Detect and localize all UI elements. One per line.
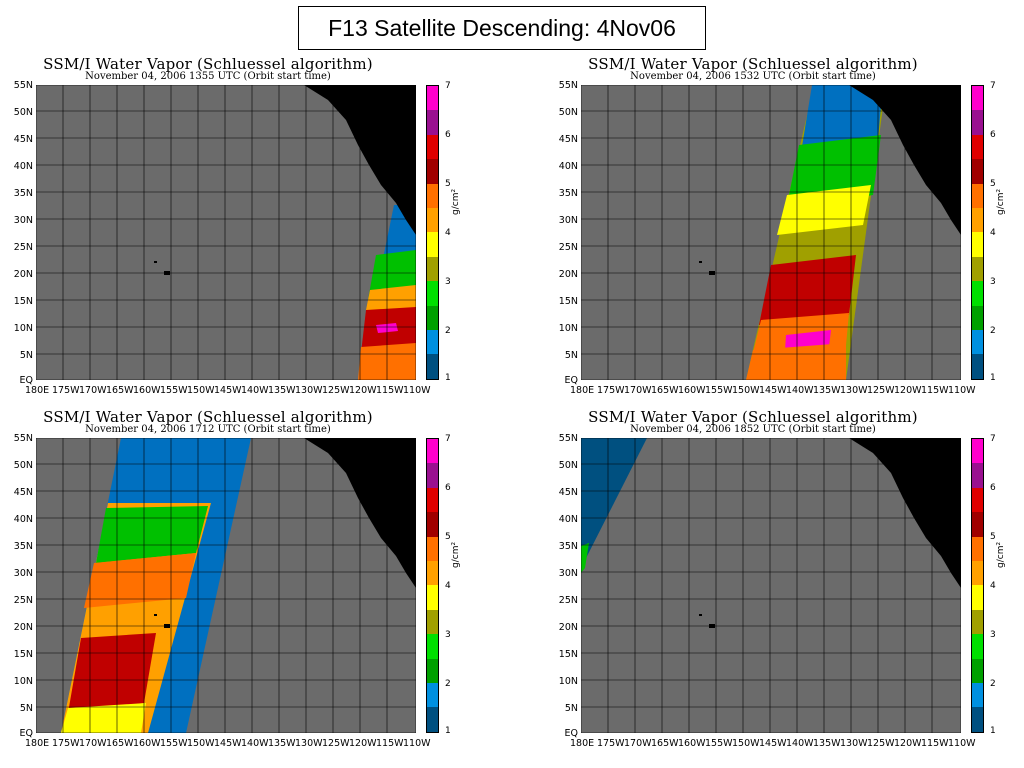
colorbar-step bbox=[427, 86, 438, 111]
colorbar-step bbox=[427, 281, 438, 306]
hawaii-islands bbox=[699, 614, 715, 628]
colorbar-step bbox=[972, 208, 983, 233]
colorbar-step bbox=[427, 634, 438, 659]
map-panel-2: SSM/I Water Vapor (Schluessel algorithm)… bbox=[558, 55, 1006, 396]
colorbar-step bbox=[427, 439, 438, 464]
colorbar-step bbox=[427, 134, 438, 160]
main-title: F13 Satellite Descending: 4Nov06 bbox=[298, 6, 706, 50]
map-panel-1: SSM/I Water Vapor (Schluessel algorithm)… bbox=[13, 55, 461, 396]
colorbar-step bbox=[427, 707, 438, 732]
graticule bbox=[36, 438, 416, 733]
colorbar-step bbox=[972, 585, 983, 610]
coastline-land bbox=[849, 85, 961, 235]
colorbar-step bbox=[972, 439, 983, 464]
colorbar-unit: g/cm² bbox=[996, 188, 1006, 215]
panel-title: SSM/I Water Vapor (Schluessel algorithm) bbox=[43, 55, 373, 73]
colorbar-step bbox=[427, 232, 438, 257]
graticule bbox=[581, 85, 961, 380]
colorbar-step bbox=[972, 512, 983, 537]
colorbar-step bbox=[972, 256, 983, 282]
colorbar-step bbox=[972, 281, 983, 306]
colorbar-step bbox=[427, 561, 438, 586]
colorbar-step bbox=[427, 110, 438, 135]
graticule bbox=[581, 438, 961, 733]
water-vapor-map bbox=[581, 438, 961, 733]
hawaii-islands bbox=[154, 261, 170, 275]
colorbar-step bbox=[427, 536, 438, 562]
colorbar-step bbox=[427, 208, 438, 233]
colorbar-step bbox=[972, 707, 983, 732]
satellite-swath bbox=[581, 438, 647, 573]
colorbar-step bbox=[427, 256, 438, 282]
water-vapor-map bbox=[36, 85, 416, 380]
coastline-land bbox=[304, 85, 416, 235]
graticule bbox=[36, 85, 416, 380]
colorbar-step bbox=[972, 561, 983, 586]
coastline-land bbox=[304, 438, 416, 588]
colorbar-unit: g/cm² bbox=[451, 188, 461, 215]
colorbar-step bbox=[972, 183, 983, 209]
colorbar-step bbox=[972, 86, 983, 111]
colorbar-step bbox=[972, 110, 983, 135]
colorbar-step bbox=[972, 536, 983, 562]
colorbar-step bbox=[427, 463, 438, 488]
water-vapor-map bbox=[36, 438, 416, 733]
colorbar bbox=[426, 85, 439, 380]
panel-subtitle: November 04, 2006 1355 UTC (Orbit start … bbox=[85, 71, 331, 82]
colorbar-step bbox=[427, 330, 438, 355]
panel-subtitle: November 04, 2006 1532 UTC (Orbit start … bbox=[630, 71, 876, 82]
colorbar-step bbox=[972, 634, 983, 659]
map-panel-3: SSM/I Water Vapor (Schluessel algorithm)… bbox=[13, 408, 461, 749]
colorbar-step bbox=[972, 330, 983, 355]
colorbar-step bbox=[427, 354, 438, 379]
colorbar-step bbox=[972, 159, 983, 184]
colorbar-step bbox=[427, 658, 438, 684]
colorbar bbox=[426, 438, 439, 733]
colorbar-step bbox=[427, 183, 438, 209]
hawaii-islands bbox=[154, 614, 170, 628]
colorbar-step bbox=[972, 134, 983, 160]
colorbar-step bbox=[427, 683, 438, 708]
panel-subtitle: November 04, 2006 1712 UTC (Orbit start … bbox=[85, 424, 331, 435]
colorbar-step bbox=[972, 232, 983, 257]
satellite-swath bbox=[61, 438, 251, 733]
colorbar bbox=[971, 85, 984, 380]
hawaii-islands bbox=[699, 261, 715, 275]
panel-title: SSM/I Water Vapor (Schluessel algorithm) bbox=[588, 55, 918, 73]
colorbar bbox=[971, 438, 984, 733]
colorbar-step bbox=[972, 305, 983, 331]
colorbar-step bbox=[427, 609, 438, 635]
colorbar-step bbox=[972, 683, 983, 708]
colorbar-step bbox=[972, 354, 983, 379]
panel-title: SSM/I Water Vapor (Schluessel algorithm) bbox=[588, 408, 918, 426]
colorbar-step bbox=[972, 487, 983, 513]
map-panel-4: SSM/I Water Vapor (Schluessel algorithm)… bbox=[558, 408, 1006, 749]
colorbar-unit: g/cm² bbox=[451, 541, 461, 568]
panel-title: SSM/I Water Vapor (Schluessel algorithm) bbox=[43, 408, 373, 426]
colorbar-unit: g/cm² bbox=[996, 541, 1006, 568]
colorbar-step bbox=[972, 658, 983, 684]
colorbar-step bbox=[427, 585, 438, 610]
water-vapor-map bbox=[581, 85, 961, 380]
coastline-land bbox=[849, 438, 961, 588]
panel-subtitle: November 04, 2006 1852 UTC (Orbit start … bbox=[630, 424, 876, 435]
colorbar-step bbox=[427, 512, 438, 537]
colorbar-step bbox=[427, 487, 438, 513]
colorbar-step bbox=[972, 463, 983, 488]
colorbar-step bbox=[427, 159, 438, 184]
colorbar-step bbox=[427, 305, 438, 331]
colorbar-step bbox=[972, 609, 983, 635]
